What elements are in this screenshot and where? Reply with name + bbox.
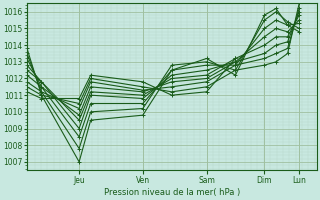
X-axis label: Pression niveau de la mer( hPa ): Pression niveau de la mer( hPa ) xyxy=(104,188,240,197)
